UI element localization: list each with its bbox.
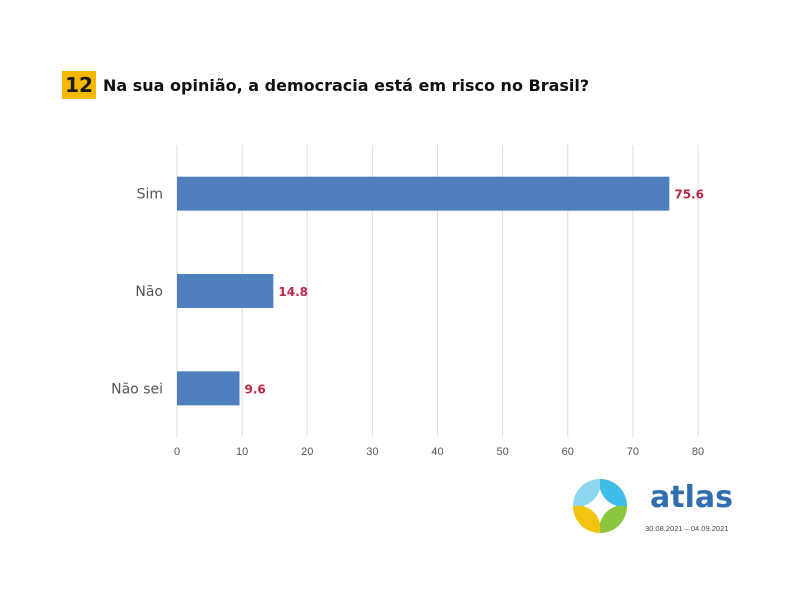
brand-name: atlas xyxy=(650,480,733,515)
x-tick-label: 30 xyxy=(366,446,378,458)
x-tick-label: 80 xyxy=(692,446,704,458)
question-title: Na sua opinião, a democracia está em ris… xyxy=(103,75,590,95)
atlas-logo-icon xyxy=(573,479,627,533)
category-label: Não sei xyxy=(111,381,163,397)
x-tick-label: 20 xyxy=(301,446,313,458)
survey-date-range: 30.08.2021 – 04.09.2021 xyxy=(645,524,729,533)
category-label: Não xyxy=(135,284,163,300)
bar-value-label: 14.8 xyxy=(278,285,308,299)
category-label: Sim xyxy=(137,187,163,203)
x-tick-label: 0 xyxy=(174,446,180,458)
x-tick-label: 60 xyxy=(562,446,574,458)
bar xyxy=(177,274,274,308)
x-tick-label: 50 xyxy=(497,446,509,458)
x-tick-label: 40 xyxy=(431,446,443,458)
bar xyxy=(177,371,240,406)
bar-value-label: 9.6 xyxy=(245,382,266,396)
question-header: 12 Na sua opinião, a democracia está em … xyxy=(62,70,589,100)
question-number-badge: 12 xyxy=(62,71,96,99)
bar-value-label: 75.6 xyxy=(674,188,704,202)
bar xyxy=(177,176,670,211)
x-tick-label: 70 xyxy=(627,446,639,458)
x-tick-label: 10 xyxy=(236,446,248,458)
